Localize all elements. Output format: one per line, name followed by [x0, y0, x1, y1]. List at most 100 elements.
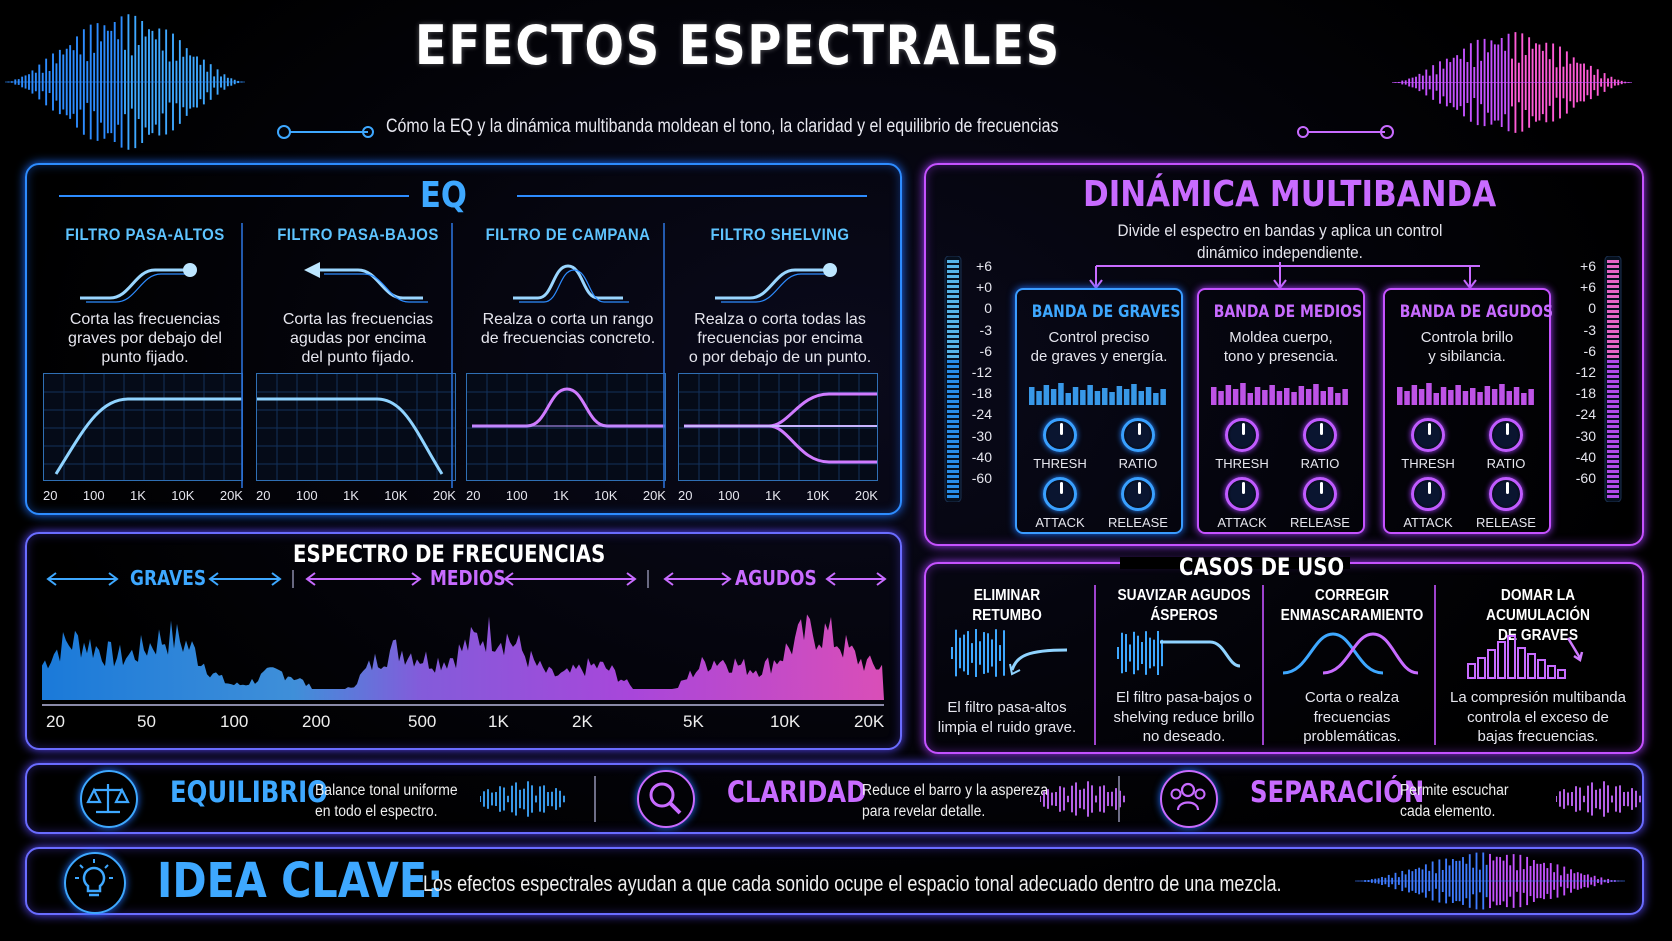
eq-panel: EQ: [25, 163, 902, 515]
band-meter-bars: [1397, 383, 1534, 405]
db-scale-label: +0: [976, 279, 992, 296]
key-idea-text: Los efectos espectrales ayudan a que cad…: [423, 871, 1282, 896]
filter-desc: Corta las frecuencias graves por debajo d…: [35, 310, 255, 367]
db-scale-label: -30: [1575, 427, 1596, 444]
spectrum-title: ESPECTRO DE FRECUENCIAS: [293, 540, 606, 568]
use-case-title-line: ÁSPEROS: [1150, 607, 1218, 624]
spectrum-range-arrows: [46, 570, 887, 588]
benefit-divider: [1118, 776, 1120, 822]
filter-curve-icon: [80, 263, 197, 303]
benefit-title: SEPARACIÓN: [1250, 775, 1425, 809]
column-divider: [663, 223, 665, 488]
benefit-divider: [594, 776, 596, 822]
filter-title: FILTRO SHELVING: [710, 225, 850, 244]
db-scale-label: +6: [976, 258, 992, 274]
range-agudos: AGUDOS: [735, 566, 817, 590]
ratio-knob[interactable]: [1121, 418, 1155, 452]
release-knob[interactable]: [1303, 477, 1337, 511]
axis-tick: 1K: [764, 488, 781, 503]
release-knob[interactable]: [1121, 477, 1155, 511]
band-desc-line: Control preciso: [1048, 329, 1150, 346]
level-meter-right: [1604, 256, 1622, 502]
ratio-knob[interactable]: [1489, 418, 1523, 452]
knob-label: THRESH: [1033, 456, 1087, 471]
use-case-desc-line: controla el exceso de: [1467, 708, 1609, 726]
use-case-divider: [1262, 585, 1264, 745]
db-scale-label: -40: [971, 448, 992, 465]
use-case-desc: La compresión multibanda controla el exce…: [1440, 688, 1636, 747]
axis-tick: 1K: [129, 488, 146, 503]
db-scale-label: -18: [1575, 385, 1596, 402]
page-title: EFECTOS ESPECTRALES: [415, 14, 1061, 77]
db-scale-label: +6: [1580, 258, 1596, 274]
spectrum-tick: 20K: [854, 712, 885, 731]
knob-label: RELEASE: [1108, 515, 1168, 530]
axis-tick: 10K: [806, 488, 830, 503]
knob-label: RELEASE: [1290, 515, 1350, 530]
people-icon: [1160, 770, 1218, 828]
db-scale-label: -18: [971, 385, 992, 402]
band-card: BANDA DE AGUDOS Controla brillo y sibilanc…: [1383, 288, 1553, 534]
attack-knob[interactable]: [1043, 477, 1077, 511]
filter-title: FILTRO PASA-ALTOS: [65, 225, 225, 244]
filter-axis-ticks: 20 100 1K 10K 20K: [678, 488, 878, 503]
benefit-desc-line: para revelar detalle.: [862, 803, 986, 820]
multiband-title: DINÁMICA MULTIBANDA: [1083, 174, 1497, 215]
ratio-knob[interactable]: [1303, 418, 1337, 452]
use-case-desc-line: bajas frecuencias.: [1477, 728, 1599, 745]
spectrum-tick: 5K: [683, 712, 704, 731]
release-knob[interactable]: [1489, 477, 1523, 511]
scales-icon: [80, 770, 138, 828]
use-case-icon: [951, 629, 1068, 677]
axis-tick: 20K: [219, 488, 243, 503]
use-case-desc-line: problemáticas.: [1303, 728, 1401, 745]
multiband-desc-line: dinámico independiente.: [1197, 243, 1363, 262]
band-desc-line: Controla brillo: [1420, 329, 1514, 346]
threshold-knob[interactable]: [1043, 418, 1077, 452]
use-case-title: DOMAR LA ACUMULACIÓN DE GRAVES: [1454, 586, 1623, 646]
attack-knob[interactable]: [1411, 477, 1445, 511]
filter-title: FILTRO DE CAMPANA: [485, 225, 651, 244]
use-case-desc-line: shelving reduce brillo: [1113, 708, 1255, 726]
axis-tick: 20: [466, 488, 481, 503]
benefit-desc-line: en todo el espectro.: [315, 803, 438, 820]
spectrum-tick: 2K: [572, 712, 593, 731]
band-card: BANDA DE GRAVES Control preciso de graves …: [1015, 288, 1183, 534]
benefit-desc-line: Permite escuchar: [1400, 782, 1509, 799]
db-scale-label: -24: [1575, 406, 1596, 423]
spectrum-tick: 500: [408, 712, 437, 731]
filter-desc-line: Corta las frecuencias: [69, 311, 221, 328]
axis-tick: 20K: [642, 488, 666, 503]
subtitle-connector-left: [277, 125, 374, 139]
threshold-knob[interactable]: [1411, 418, 1445, 452]
filter-title: FILTRO PASA-BAJOS: [277, 225, 439, 244]
axis-tick: 20: [43, 488, 58, 503]
key-idea-label: IDEA CLAVE:: [157, 853, 444, 909]
multiband-desc-line: Divide el espectro en bandas y aplica un…: [1117, 221, 1443, 240]
use-case-icon: [1117, 631, 1241, 675]
axis-tick: 1K: [342, 488, 359, 503]
spectrum-tick: 50: [137, 712, 156, 731]
knob-label: ATTACK: [1403, 515, 1453, 530]
multiband-desc: Divide el espectro en bandas y aplica un…: [1073, 220, 1487, 264]
waveform-right-icon: [1392, 32, 1632, 133]
use-case-title-line: SUAVIZAR AGUDOS: [1117, 587, 1251, 604]
use-case-title-line: DE GRAVES: [1497, 627, 1579, 644]
knob-label: THRESH: [1215, 456, 1269, 471]
band-card: BANDA DE MEDIOS Moldea cuerpo, tono y pres…: [1197, 288, 1365, 534]
filter-desc: Corta las frecuencias agudas por encima de…: [248, 310, 468, 367]
subtitle-connector-right: [1297, 125, 1394, 139]
use-case-title: CORREGIR ENMASCARAMIENTO: [1280, 586, 1424, 626]
threshold-knob[interactable]: [1225, 418, 1259, 452]
band-title: BANDA DE GRAVES: [1031, 302, 1181, 322]
spectrum-tick: 100: [220, 712, 249, 731]
db-scale-label: -60: [1575, 470, 1596, 487]
use-case-icon: [1467, 635, 1584, 679]
filter-response-graph: [43, 373, 243, 481]
band-meter-bars: [1211, 383, 1348, 405]
use-case-desc-line: El filtro pasa-altos: [947, 699, 1067, 716]
attack-knob[interactable]: [1225, 477, 1259, 511]
filter-response-graph: [256, 373, 456, 481]
filter-desc-line: de frecuencias concreto.: [480, 330, 656, 347]
